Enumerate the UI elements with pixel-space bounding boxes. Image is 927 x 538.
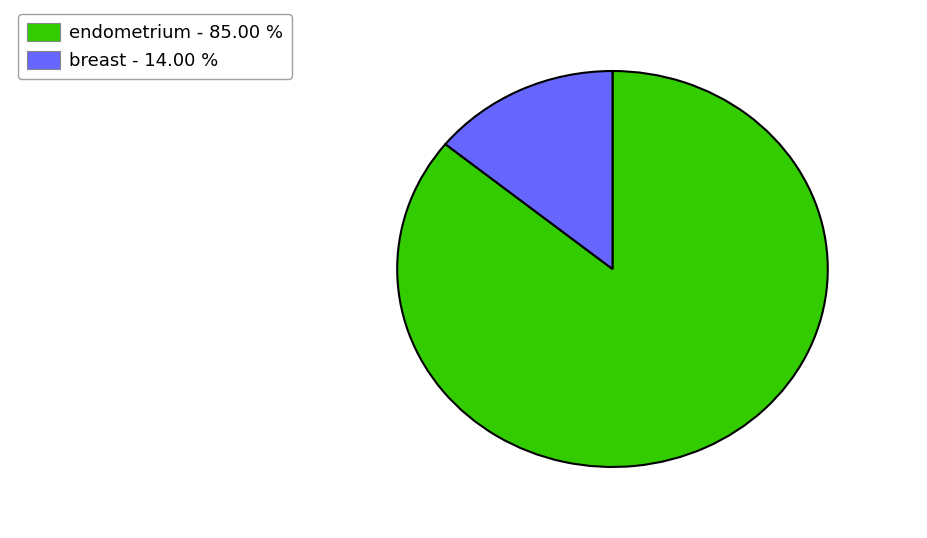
Wedge shape (445, 71, 612, 269)
Legend: endometrium - 85.00 %, breast - 14.00 %: endometrium - 85.00 %, breast - 14.00 % (19, 15, 292, 79)
Wedge shape (397, 71, 827, 467)
